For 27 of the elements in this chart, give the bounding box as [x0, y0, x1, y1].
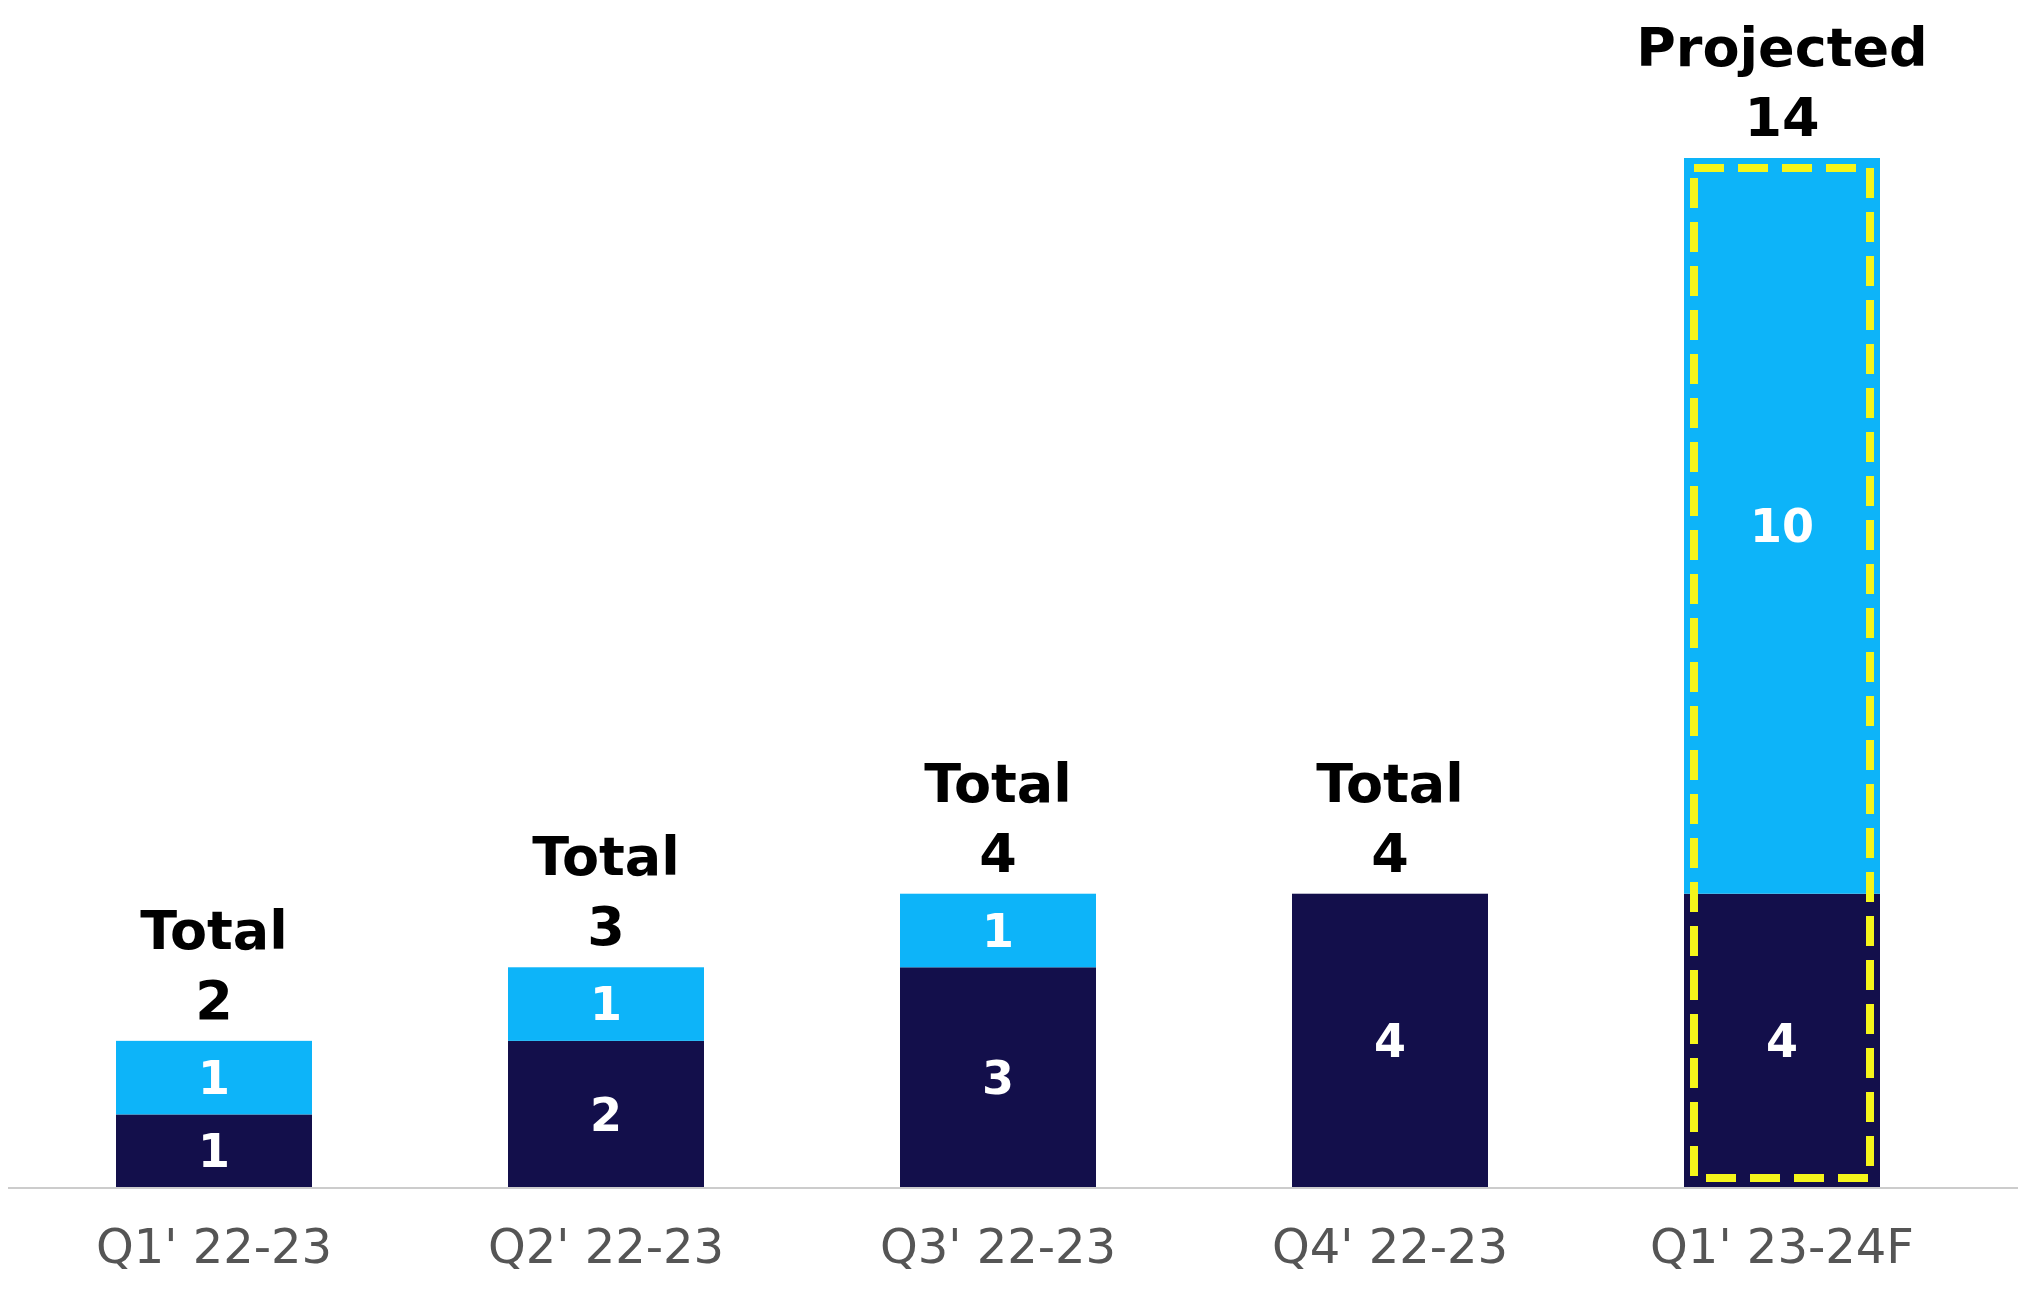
- data-label: 1: [197, 1124, 231, 1179]
- bar: [508, 1040, 704, 1188]
- x-tick-label: Q1' 22-23: [95, 1218, 333, 1274]
- bar: [116, 1114, 312, 1188]
- data-label: 4: [1373, 1013, 1407, 1068]
- bar: [900, 893, 1096, 968]
- data-label: 10: [1749, 498, 1815, 553]
- data-label: 4: [1765, 1013, 1799, 1068]
- data-label: 3: [981, 1050, 1015, 1105]
- data-label: 1: [197, 1050, 231, 1105]
- x-tick-label: Q3' 22-23: [879, 1218, 1117, 1274]
- bar: [116, 1040, 312, 1115]
- total-label: Projected 14: [1636, 16, 1928, 149]
- x-tick-label: Q2' 22-23: [487, 1218, 725, 1274]
- data-label: 1: [981, 903, 1015, 958]
- x-tick-label: Q1' 23-24F: [1650, 1218, 1914, 1274]
- data-label: 2: [589, 1087, 623, 1142]
- total-label: Total 4: [924, 751, 1072, 885]
- total-label: Total 3: [532, 825, 680, 959]
- data-label: 1: [589, 977, 623, 1032]
- bar: [900, 967, 1096, 1188]
- x-tick-label: Q4' 22-23: [1271, 1218, 1509, 1274]
- bar: [1684, 893, 1880, 1188]
- total-label: Total 4: [1316, 751, 1464, 885]
- bar: [1292, 893, 1488, 1188]
- bar: [508, 967, 704, 1041]
- total-label: Total 2: [140, 898, 288, 1032]
